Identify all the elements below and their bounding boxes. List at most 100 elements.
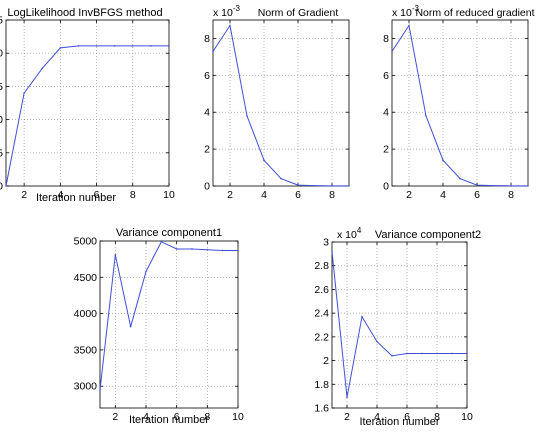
data-point bbox=[221, 249, 224, 252]
data-point bbox=[59, 47, 62, 49]
data-point bbox=[237, 249, 239, 252]
data-point bbox=[348, 185, 350, 187]
x-tick-label: 4 bbox=[143, 411, 149, 423]
chart-title: Norm of reduced gradient bbox=[415, 7, 534, 19]
y-tick-label: 2.4 bbox=[314, 308, 329, 320]
series-line bbox=[331, 251, 467, 398]
data-point bbox=[346, 396, 348, 399]
x-tick-label: 8 bbox=[329, 189, 335, 201]
series-line bbox=[391, 24, 528, 187]
y-tick-label: 1.6 bbox=[314, 403, 329, 415]
data-point bbox=[451, 352, 453, 355]
x-tick-label: 4 bbox=[440, 189, 446, 201]
x-tick-label: 6 bbox=[174, 411, 180, 423]
x-tick-label: 4 bbox=[57, 189, 63, 201]
data-point bbox=[129, 325, 132, 328]
data-point bbox=[5, 185, 7, 187]
data-point bbox=[99, 389, 101, 391]
data-point bbox=[527, 185, 529, 187]
x-tick-label: 2 bbox=[344, 411, 350, 423]
data-point bbox=[23, 92, 25, 94]
y-tick-label: −4215 bbox=[0, 15, 3, 27]
data-point bbox=[297, 184, 299, 186]
y-tick-label: −4225 bbox=[0, 81, 3, 93]
plot-frame bbox=[331, 241, 468, 409]
x-axis-label: Iteration number bbox=[129, 414, 209, 426]
data-point bbox=[77, 45, 80, 47]
y-tick-label: 3 bbox=[323, 237, 329, 249]
plot-frame bbox=[99, 240, 239, 409]
data-point bbox=[476, 184, 478, 186]
x-tick-label: 8 bbox=[508, 189, 514, 201]
data-point bbox=[466, 352, 468, 355]
y-tick-label: 6 bbox=[204, 70, 210, 82]
data-point bbox=[331, 185, 333, 187]
y-tick-label: 8 bbox=[204, 33, 210, 45]
data-point bbox=[408, 24, 410, 27]
y-tick-label: −4220 bbox=[0, 48, 3, 60]
x-tick-label: 2 bbox=[112, 411, 118, 423]
plot-frame bbox=[5, 19, 170, 187]
x-tick-label: 10 bbox=[232, 411, 244, 423]
chart-5: 2 4 6 8 10 1.6 1.8 2 2.2 2.4 2.6 2.8 3 x 104 Variance … bbox=[314, 226, 481, 428]
data-point bbox=[41, 67, 44, 70]
data-point bbox=[229, 24, 231, 27]
data-point bbox=[361, 315, 363, 318]
data-point bbox=[191, 248, 193, 250]
data-point bbox=[442, 159, 444, 161]
data-point bbox=[114, 253, 117, 256]
plot-frame bbox=[212, 19, 350, 187]
y-tick-label: −4235 bbox=[0, 147, 3, 159]
y-tick-label: 2 bbox=[204, 144, 210, 156]
x-tick-label: 6 bbox=[474, 189, 480, 201]
y-tick-label: 6 bbox=[383, 70, 389, 82]
x-tick-label: 2 bbox=[227, 189, 233, 201]
x-tick-label: 2 bbox=[21, 189, 27, 201]
chart-2: 2 4 6 8 0 2 4 6 8 x 10-3 Norm of Gradient bbox=[204, 4, 350, 201]
y-tick-label: 0 bbox=[204, 181, 210, 193]
y-tick-label: 2.2 bbox=[314, 331, 329, 343]
y-tick-label: 4500 bbox=[74, 272, 98, 284]
x-tick-label: 10 bbox=[163, 189, 175, 201]
y-tick-label: 2 bbox=[323, 355, 329, 367]
chart-4: 2 4 6 8 10 3000 3500 4000 4500 5000 Variance compo… bbox=[74, 227, 244, 426]
y-tick-label: 5000 bbox=[74, 236, 98, 248]
data-point bbox=[510, 185, 512, 187]
data-point bbox=[145, 270, 147, 273]
x-tick-label: 4 bbox=[374, 411, 380, 423]
data-point bbox=[168, 45, 170, 47]
data-point bbox=[391, 50, 393, 53]
data-point bbox=[95, 45, 98, 47]
y-tick-label: −4230 bbox=[0, 114, 3, 126]
y-tick-label: −4240 bbox=[0, 181, 3, 193]
data-point bbox=[406, 352, 408, 355]
x-tick-label: 8 bbox=[434, 411, 440, 423]
x-tick-label: 6 bbox=[295, 189, 301, 201]
data-point bbox=[113, 45, 116, 47]
y-tick-label: 3500 bbox=[74, 344, 98, 356]
y-tick-label: 2 bbox=[383, 144, 389, 156]
y-tick-label: 4 bbox=[204, 107, 210, 119]
data-point bbox=[212, 50, 214, 53]
y-tick-label: 2.8 bbox=[314, 260, 329, 272]
x-axis-label: Iteration number bbox=[36, 192, 116, 204]
series-line bbox=[5, 45, 169, 187]
data-point bbox=[459, 177, 461, 180]
data-point bbox=[391, 355, 393, 357]
data-point bbox=[421, 352, 423, 355]
y-tick-label: 3000 bbox=[74, 381, 98, 393]
x-axis-label: Iteration number bbox=[359, 416, 439, 428]
data-point bbox=[246, 115, 248, 117]
data-point bbox=[314, 184, 316, 187]
data-point bbox=[206, 248, 209, 251]
series-line bbox=[212, 24, 349, 187]
y-tick-label: 0 bbox=[383, 181, 389, 193]
y-tick-label: 2.6 bbox=[314, 284, 329, 296]
plot-frame bbox=[391, 19, 529, 187]
series-line bbox=[99, 241, 238, 390]
data-point bbox=[160, 240, 163, 243]
data-point bbox=[150, 45, 152, 47]
data-point bbox=[376, 340, 378, 343]
